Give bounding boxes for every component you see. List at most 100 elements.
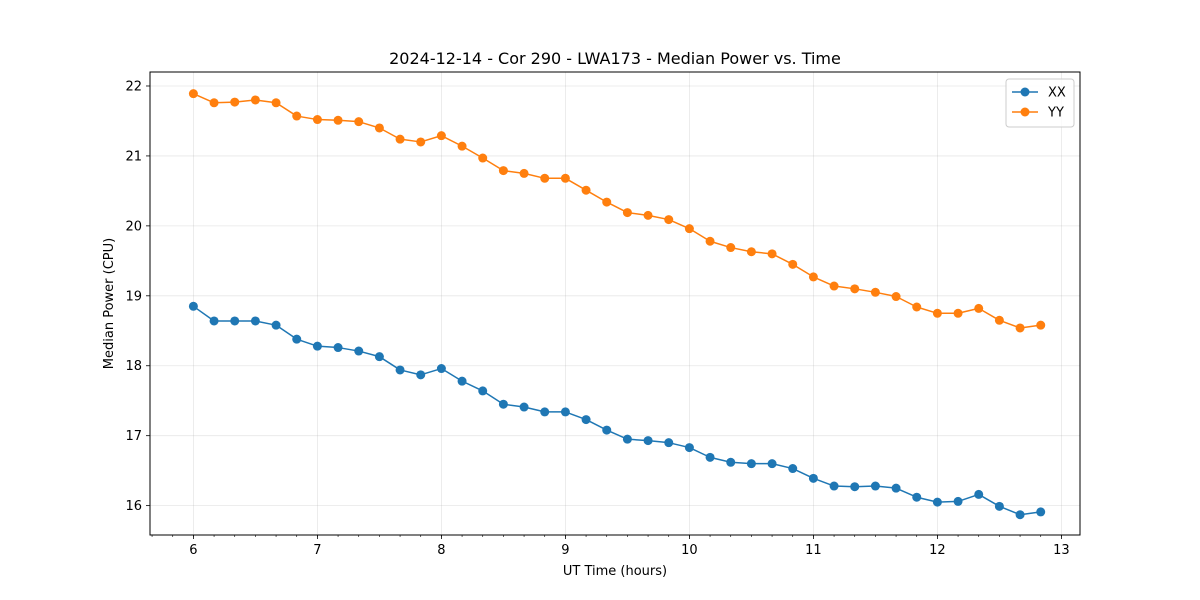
legend-label-xx: XX — [1048, 86, 1066, 101]
series-point-xx — [746, 459, 756, 469]
chart-title: 2024-12-14 - Cor 290 - LWA173 - Median P… — [389, 49, 841, 68]
series-point-xx — [994, 501, 1004, 511]
grid-layer — [150, 72, 1080, 535]
series-point-xx — [312, 341, 322, 351]
series-point-yy — [478, 153, 488, 163]
series-point-xx — [602, 425, 612, 435]
series-point-yy — [622, 208, 632, 218]
legend-entries: XX YY — [1012, 86, 1066, 121]
series-point-yy — [312, 115, 322, 125]
series-point-yy — [457, 141, 467, 151]
series-point-yy — [271, 98, 281, 108]
y-tick-label: 19 — [125, 289, 142, 304]
series-point-xx — [808, 473, 818, 483]
series-point-xx — [250, 316, 260, 326]
x-tick-label: 11 — [805, 543, 822, 558]
x-axis-label: UT Time (hours) — [563, 564, 667, 579]
series-point-yy — [974, 303, 984, 313]
series-point-yy — [643, 210, 653, 220]
legend-marker-xx — [1020, 87, 1030, 97]
series-point-yy — [746, 247, 756, 257]
x-tick-label: 6 — [189, 543, 197, 558]
series-point-xx — [850, 482, 860, 492]
legend-label-yy: YY — [1047, 106, 1064, 121]
series-point-yy — [374, 123, 384, 133]
y-tick-label: 17 — [125, 429, 142, 444]
series-point-yy — [829, 281, 839, 291]
series-point-xx — [1036, 507, 1046, 517]
series-point-xx — [519, 402, 529, 412]
series-point-xx — [664, 438, 674, 448]
series-point-yy — [808, 272, 818, 282]
series-point-yy — [726, 243, 736, 253]
series-point-xx — [209, 316, 219, 326]
series-point-xx — [540, 407, 550, 417]
series-point-yy — [209, 98, 219, 108]
series-point-xx — [436, 364, 446, 374]
series-point-xx — [416, 370, 426, 380]
series-point-yy — [354, 117, 364, 127]
series-point-yy — [188, 89, 198, 99]
series-point-xx — [1015, 510, 1025, 520]
series-point-xx — [829, 481, 839, 491]
series-point-yy — [540, 173, 550, 183]
series-point-xx — [498, 399, 508, 409]
series-point-xx — [912, 492, 922, 502]
axes-frame — [149, 71, 1081, 536]
series-point-yy — [602, 197, 612, 207]
y-tick-label: 20 — [125, 219, 142, 234]
series-point-xx — [230, 316, 240, 326]
series-point-xx — [374, 352, 384, 362]
series-point-yy — [1036, 320, 1046, 330]
x-tick-label: 9 — [561, 543, 569, 558]
tick-layer: 6 7 8 9 10 11 12 13 16 17 18 19 20 21 22 — [125, 79, 1069, 558]
series-point-yy — [436, 131, 446, 141]
series-point-yy — [560, 173, 570, 183]
series-point-yy — [891, 292, 901, 302]
series-point-xx — [870, 481, 880, 491]
legend: XX YY — [1005, 78, 1075, 128]
series-point-yy — [788, 259, 798, 269]
series-point-xx — [891, 483, 901, 493]
series-point-yy — [705, 236, 715, 246]
series-point-xx — [726, 457, 736, 467]
series-point-xx — [932, 497, 942, 507]
y-axis-label: Median Power (CPU) — [102, 238, 117, 369]
series-point-yy — [292, 111, 302, 121]
series-point-xx — [354, 346, 364, 356]
x-tick-label: 12 — [929, 543, 946, 558]
series-point-xx — [188, 301, 198, 311]
series-point-yy — [498, 166, 508, 176]
series-point-xx — [643, 436, 653, 446]
y-tick-label: 21 — [125, 149, 142, 164]
series-point-xx — [333, 343, 343, 353]
series-point-xx — [271, 320, 281, 330]
series-point-xx — [767, 459, 777, 469]
series-point-yy — [519, 168, 529, 178]
series-point-yy — [1015, 323, 1025, 333]
x-tick-label: 10 — [681, 543, 698, 558]
y-tick-label: 16 — [125, 499, 142, 514]
series-point-xx — [581, 415, 591, 425]
series-point-yy — [416, 137, 426, 147]
series-point-xx — [457, 376, 467, 386]
series-point-yy — [767, 249, 777, 259]
series-point-xx — [560, 407, 570, 417]
series-point-yy — [230, 97, 240, 107]
series-layer — [188, 89, 1046, 520]
series-point-xx — [684, 443, 694, 453]
series-point-yy — [870, 287, 880, 297]
y-tick-label: 18 — [125, 359, 142, 374]
series-point-yy — [932, 308, 942, 318]
series-point-yy — [684, 224, 694, 234]
series-point-xx — [478, 386, 488, 396]
x-tick-label: 7 — [313, 543, 321, 558]
y-tick-label: 22 — [125, 79, 142, 94]
series-point-xx — [395, 365, 405, 375]
series-point-xx — [953, 496, 963, 506]
series-point-xx — [705, 452, 715, 462]
series-point-yy — [395, 134, 405, 144]
series-point-yy — [333, 115, 343, 125]
